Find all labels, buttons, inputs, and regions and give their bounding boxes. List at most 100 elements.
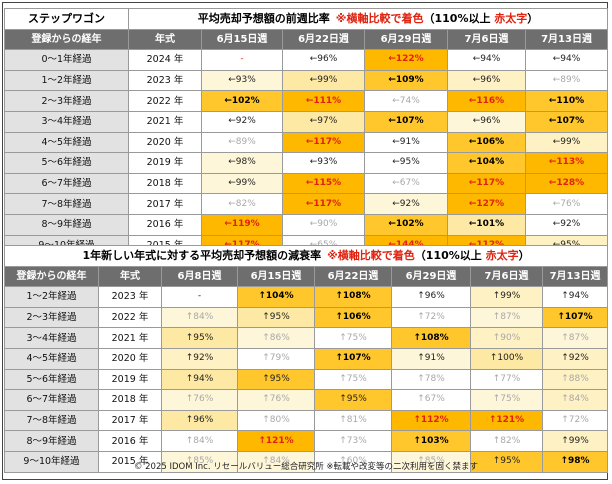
row-label-elapsed: 9～10年経過 [4,450,99,473]
table1-title-row: ステップワゴン 平均売却予想額の前週比率 ※横軸比較で着色（110%以上 赤太字） [4,8,609,30]
row-label-elapsed: 3～4年経過 [4,110,129,133]
row-label-elapsed: 4～5年経過 [4,131,129,154]
row-label-elapsed: 2～3年経過 [4,306,99,329]
table2-header-row: 登録からの経年 年式 6月8日週 6月15日週 6月22日週 6月29日週 7月6日週 7… [4,265,609,288]
ratio-cell: ←95% [364,152,448,174]
ratio-cell: ↑84% [161,306,238,329]
ratio-cell: ↑80% [237,409,315,432]
ratio-cell: ←107% [524,110,609,133]
ratio-cell: ↑100% [470,347,543,370]
ratio-cell: ←113% [524,152,609,174]
row-model-year: 2015 年 [98,450,162,473]
ratio-cell: - [201,49,283,71]
week-header: 6月29日週 [391,265,471,288]
ratio-cell: ↑106% [314,306,392,329]
table1-title-text: 平均売却予想額の前週比率 [197,12,330,26]
ratio-cell: ←115% [282,172,365,195]
ratio-cell: ↑107% [314,347,392,370]
ratio-cell: ↑92% [541,347,609,370]
row-model-year: 2016 年 [98,430,162,452]
row-model-year: 2024 年 [128,49,202,71]
ratio-cell: ←96% [282,49,365,71]
table-row: 9～10年経過 2015 年 ↑85% ↑84% ↑60% ↑85% ↑95% ↑98% [4,450,609,473]
row-model-year: 2021 年 [128,110,202,133]
ratio-cell: ←122% [364,49,448,71]
ratio-cell: ←98% [201,152,283,174]
ratio-cell: ↑99% [541,430,609,452]
ratio-cell: ↑104% [237,286,315,308]
ratio-cell: ←127% [447,193,526,215]
table-row: 7～8年経過 2017 年 ←82% ←117% ←92% ←127% ←76% [4,193,609,215]
ratio-cell: ↑75% [314,368,392,391]
table1-note-mid: （110%以上 [423,12,495,26]
ratio-cell: ↑99% [470,286,543,308]
week-header: 6月8日週 [161,265,238,288]
ratio-cell: ←92% [364,193,448,215]
ratio-cell: ←97% [282,110,365,133]
ratio-cell: ↑92% [161,347,238,370]
week-header: 6月22日週 [314,265,392,288]
ratio-cell: ↑90% [470,327,543,349]
ratio-cell: ↑95% [314,389,392,411]
col-header-elapsed: 登録からの経年 [4,265,99,288]
ratio-cell: ←94% [447,49,526,71]
ratio-cell: ↑108% [314,286,392,308]
table-row: 5～6年経過 2019 年 ↑94% ↑95% ↑75% ↑78% ↑77% ↑88% [4,368,609,391]
row-label-elapsed: 1～2年経過 [4,286,99,308]
table2-note-red: 赤太字 [485,249,519,263]
table2-note-mid: （110%以上 [414,249,486,263]
copyright-footer: © 2025 IDOM Inc. リセールバリュー総合研究所 ※転載や改変等の二… [133,462,479,472]
row-model-year: 2020 年 [128,131,202,154]
col-header-elapsed: 登録からの経年 [4,28,129,51]
week-header: 7月13日週 [541,265,609,288]
ratio-cell: ←93% [282,152,365,174]
row-model-year: 2016 年 [128,213,202,236]
row-label-elapsed: 2～3年経過 [4,90,129,112]
table1-note: ※横軸比較で着色 [335,12,424,26]
table1-title: 平均売却予想額の前週比率 ※横軸比較で着色（110%以上 赤太字） [127,8,609,30]
ratio-cell: ↑95% [470,450,543,473]
ratio-cell: ←102% [364,213,448,236]
ratio-cell: ↑98% [541,450,609,473]
ratio-cell: ←82% [201,193,283,215]
ratio-cell: ↑96% [161,409,238,432]
ratio-cell: ↑87% [541,327,609,349]
ratio-cell: ↑82% [470,430,543,452]
ratio-cell: ←117% [282,131,365,154]
table2-note-suffix: ） [518,249,530,263]
col-header-model-year: 年式 [98,265,162,288]
table-row: 0～1年経過 2024 年 - ←96% ←122% ←94% ←94% [4,49,609,71]
ratio-cell: ↑75% [314,327,392,349]
ratio-cell: ←96% [447,110,526,133]
col-header-model-year: 年式 [128,28,202,51]
ratio-cell: ←93% [201,69,283,92]
table-row: 8～9年経過 2016 年 ↑84% ↑121% ↑73% ↑103% ↑82% ↑99% [4,430,609,452]
ratio-cell: ↑75% [470,389,543,411]
ratio-cell: ↑60% [314,450,392,473]
table-row: 6～7年経過 2018 年 ←99% ←115% ←67% ←117% ←128% [4,172,609,195]
ratio-cell: ←107% [364,110,448,133]
ratio-cell: ↑108% [391,327,471,349]
ratio-cell: ←116% [447,90,526,112]
ratio-cell: ↑67% [391,389,471,411]
ratio-cell: ↑103% [391,430,471,452]
ratio-cell: ↑95% [237,368,315,391]
ratio-cell: ←99% [524,131,609,154]
ratio-cell: ↑84% [237,450,315,473]
ratio-cell: ←104% [447,152,526,174]
table2-title: 1年新しい年式に対する平均売却予想額の減衰率 ※横軸比較で着色（110%以上 赤太… [3,245,609,267]
row-model-year: 2021 年 [98,327,162,349]
ratio-cell: ↑121% [237,430,315,452]
table-row: 5～6年経過 2019 年 ←98% ←93% ←95% ←104% ←113% [4,152,609,174]
ratio-cell: ↑107% [541,306,609,329]
ratio-cell: ←67% [364,172,448,195]
ratio-cell: ←111% [282,90,365,112]
ratio-cell: ←76% [524,193,609,215]
table-row: 8～9年経過 2016 年 ←119% ←90% ←102% ←101% ←92% [4,213,609,236]
table1-note-suffix: ） [527,12,539,26]
ratio-cell: ↑72% [391,306,471,329]
ratio-cell: ↑77% [470,368,543,391]
row-label-elapsed: 1～2年経過 [4,69,129,92]
ratio-cell: ↑91% [391,347,471,370]
ratio-cell: ←110% [524,90,609,112]
